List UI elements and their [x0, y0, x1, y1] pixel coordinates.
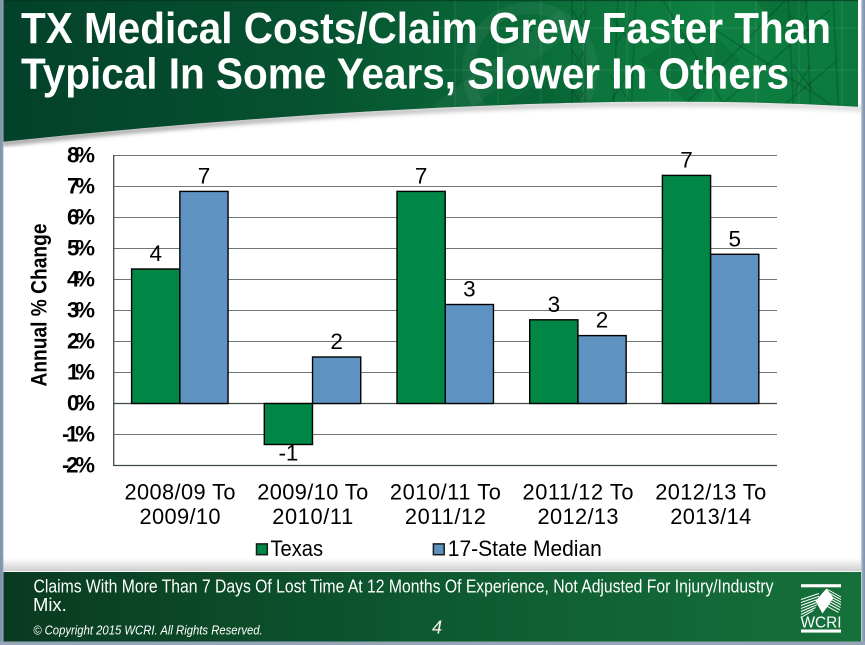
svg-text:-1%: -1%	[62, 422, 95, 447]
svg-text:-2%: -2%	[62, 453, 95, 478]
svg-text:2008/09 To: 2008/09 To	[125, 480, 236, 505]
svg-text:2009/10: 2009/10	[140, 504, 221, 529]
svg-text:7: 7	[198, 163, 211, 188]
svg-text:Annual % Change: Annual % Change	[27, 224, 52, 387]
svg-text:2%: 2%	[67, 329, 95, 354]
svg-text:2: 2	[330, 329, 343, 354]
svg-text:Mix.: Mix.	[33, 594, 67, 615]
svg-text:7: 7	[680, 147, 693, 172]
svg-text:2011/12: 2011/12	[405, 504, 486, 529]
svg-text:6%: 6%	[67, 205, 95, 230]
svg-text:7%: 7%	[67, 174, 95, 199]
svg-text:8%: 8%	[67, 143, 95, 168]
svg-text:3: 3	[548, 292, 561, 317]
svg-text:WCRI: WCRI	[801, 615, 842, 632]
svg-text:2009/10 To: 2009/10 To	[257, 480, 368, 505]
svg-text:-1: -1	[278, 441, 298, 466]
svg-text:Typical In Some Years, Slower: Typical In Some Years, Slower In Others	[21, 51, 789, 99]
svg-text:7: 7	[415, 163, 428, 188]
svg-text:5%: 5%	[67, 236, 95, 261]
svg-text:4: 4	[149, 241, 162, 266]
svg-text:2012/13: 2012/13	[538, 504, 619, 529]
svg-text:TX Medical Costs/Claim Grew Fa: TX Medical Costs/Claim Grew Faster Than	[21, 5, 831, 53]
svg-text:3: 3	[463, 277, 476, 302]
svg-text:2012/13 To: 2012/13 To	[655, 480, 766, 505]
svg-text:Claims With More Than 7 Days O: Claims With More Than 7 Days Of Lost Tim…	[34, 575, 775, 596]
svg-text:0%: 0%	[67, 391, 95, 416]
svg-text:4: 4	[432, 617, 442, 637]
svg-text:2010/11: 2010/11	[272, 504, 353, 529]
svg-text:1%: 1%	[67, 360, 95, 385]
svg-text:2013/14: 2013/14	[670, 504, 751, 529]
svg-text:2: 2	[596, 308, 609, 333]
svg-text:2010/11 To: 2010/11 To	[390, 480, 501, 505]
svg-text:3%: 3%	[67, 298, 95, 323]
svg-text:4%: 4%	[67, 267, 95, 292]
svg-text:5: 5	[728, 226, 741, 251]
svg-text:17-State Median: 17-State Median	[448, 536, 602, 561]
svg-text:Texas: Texas	[271, 536, 324, 561]
svg-text:© Copyright 2015 WCRI. All Rig: © Copyright 2015 WCRI. All Rights Reserv…	[33, 622, 263, 637]
svg-text:2011/12 To: 2011/12 To	[523, 480, 634, 505]
